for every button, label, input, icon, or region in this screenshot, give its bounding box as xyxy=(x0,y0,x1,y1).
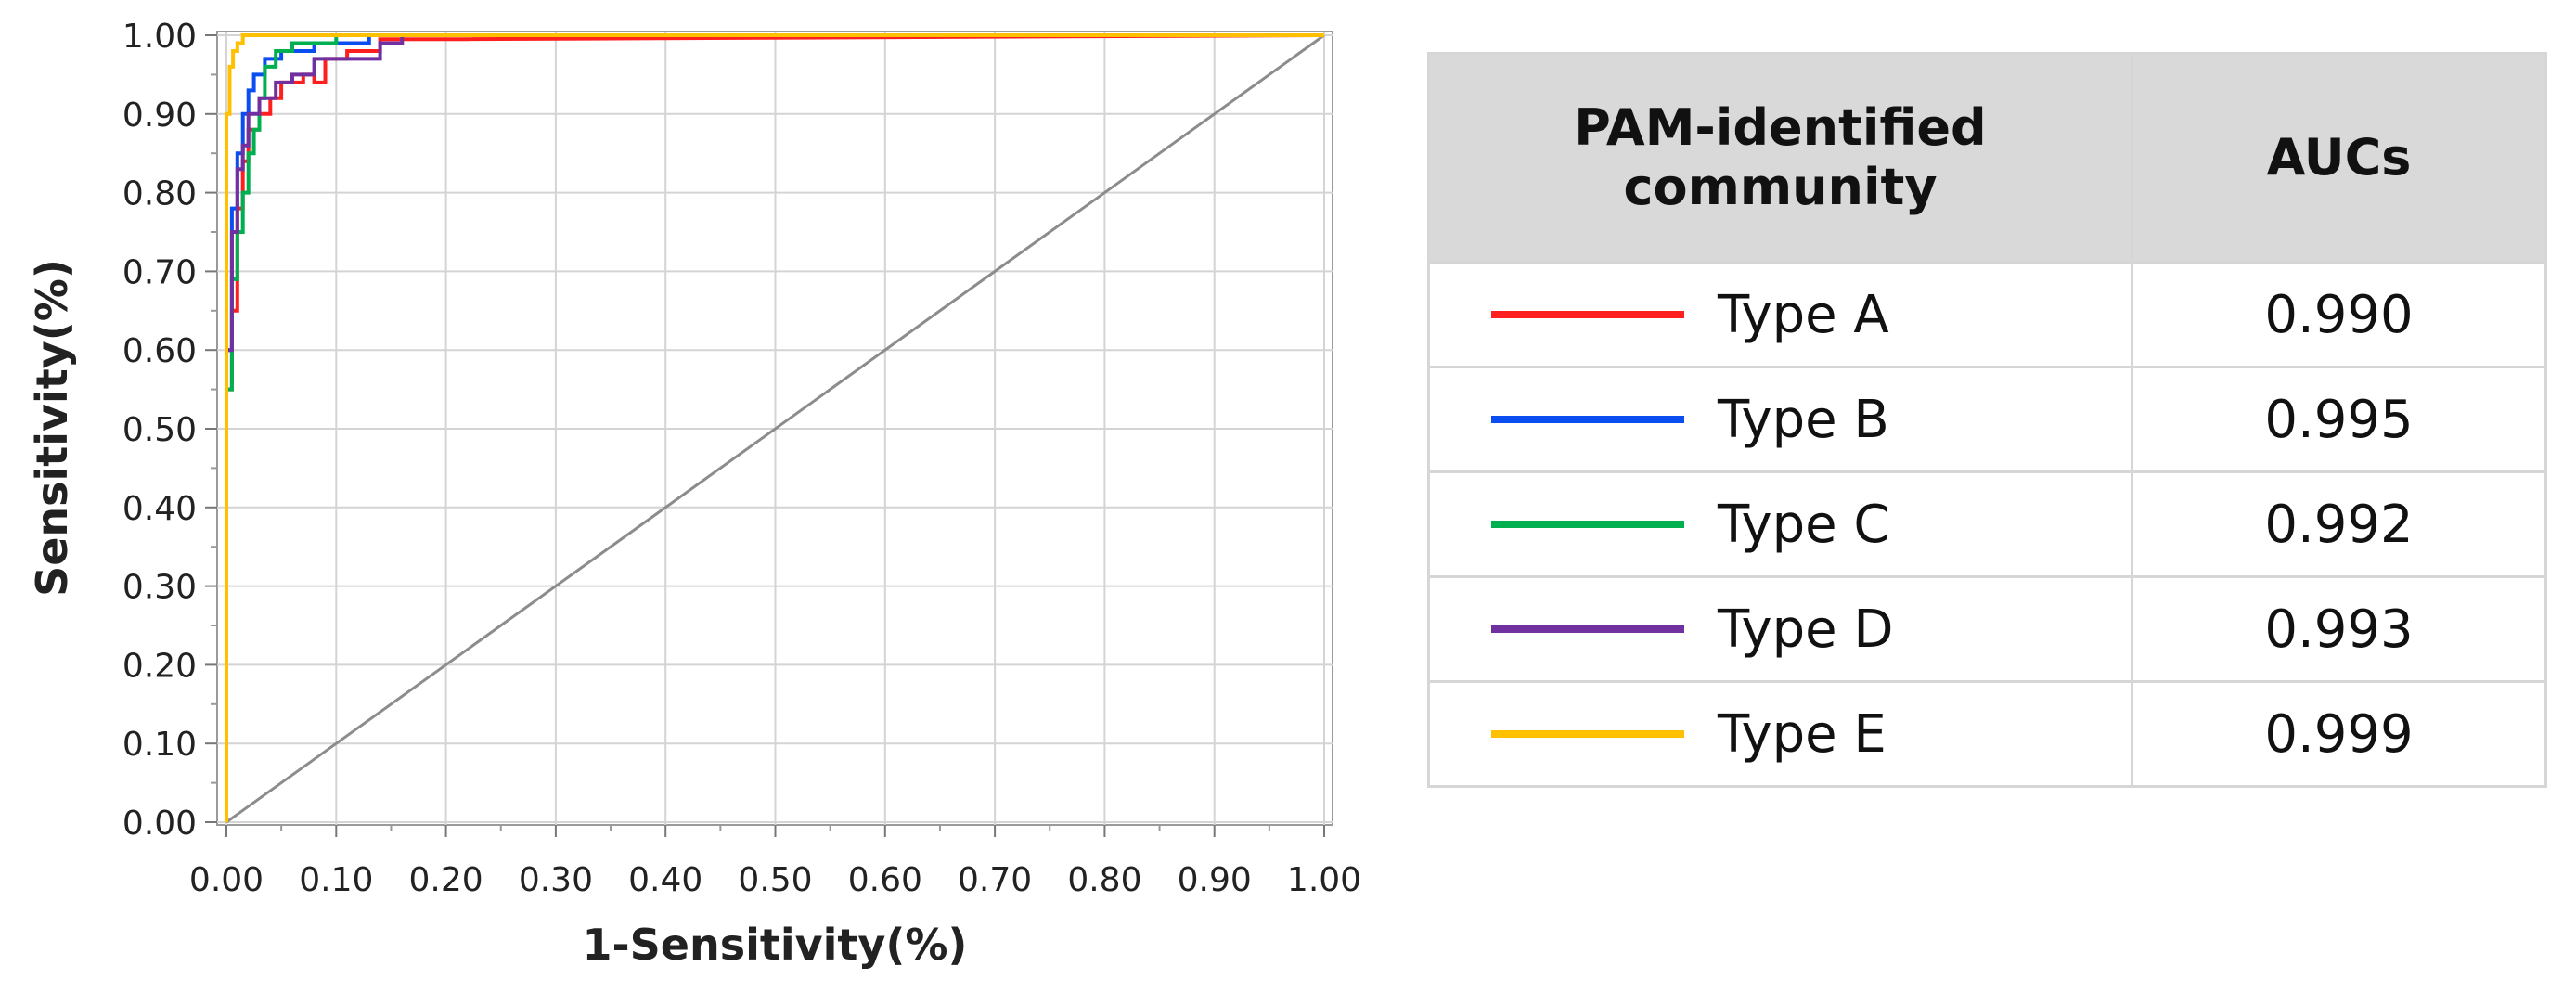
type-a-line-swatch xyxy=(1491,311,1684,318)
y-tick-label: 0.00 xyxy=(122,805,197,843)
reference-diagonal-line xyxy=(225,33,1325,824)
type-label: Type B xyxy=(1718,389,1889,450)
y-tick-label: 0.40 xyxy=(122,490,197,528)
x-tick-label: 0.50 xyxy=(738,861,812,899)
x-tick-label: 0.30 xyxy=(519,861,593,899)
y-tick-labels: 0.00 0.10 0.20 0.30 0.40 0.50 0.60 0.70 0.80 0.90… xyxy=(122,18,197,843)
table-row: Type B 0.995 xyxy=(1427,366,2547,473)
type-label: Type A xyxy=(1718,284,1889,345)
type-cell: Type B xyxy=(1427,366,2133,473)
x-tick-label: 0.90 xyxy=(1178,861,1252,899)
roc-curves xyxy=(225,33,1325,822)
table-row: Type E 0.999 xyxy=(1427,680,2547,788)
x-tick-label: 0.20 xyxy=(409,861,483,899)
y-tick-label: 0.50 xyxy=(122,411,197,449)
x-tick-label: 0.70 xyxy=(958,861,1032,899)
type-label: Type D xyxy=(1718,599,1894,660)
header-community: PAM-identified community xyxy=(1427,52,2133,264)
auc-value: 0.992 xyxy=(2131,470,2547,578)
x-tick-label: 1.00 xyxy=(1287,861,1361,899)
type-cell: Type D xyxy=(1427,575,2133,683)
y-tick-label: 1.00 xyxy=(122,18,197,56)
header-auc: AUCs xyxy=(2131,52,2547,264)
table-header-row: PAM-identified community AUCs xyxy=(1427,52,2547,264)
auc-table: PAM-identified community AUCs Type A 0.9… xyxy=(1427,52,2547,788)
y-tick-label: 0.80 xyxy=(122,175,197,213)
auc-value: 0.999 xyxy=(2131,680,2547,788)
type-e-line-swatch xyxy=(1491,730,1684,738)
y-tick-label: 0.70 xyxy=(122,253,197,291)
type-label: Type C xyxy=(1718,494,1890,555)
type-cell: Type C xyxy=(1427,470,2133,578)
table-row: Type C 0.992 xyxy=(1427,470,2547,578)
type-label: Type E xyxy=(1718,703,1887,765)
roc-curve-type-c xyxy=(225,33,1324,822)
x-tick-labels: 0.00 0.10 0.20 0.30 0.40 0.50 0.60 0.70 0.80 0.90… xyxy=(189,861,1361,899)
roc-curve-type-e xyxy=(225,33,1324,822)
y-axis-title: Sensitivity(%) xyxy=(27,259,77,597)
x-axis-title: 1-Sensitivity(%) xyxy=(583,920,968,970)
roc-curve-type-b xyxy=(225,33,1324,822)
type-c-line-swatch xyxy=(1491,521,1684,528)
type-d-line-swatch xyxy=(1491,625,1684,633)
type-cell: Type A xyxy=(1427,261,2133,368)
x-tick-label: 0.10 xyxy=(299,861,373,899)
y-tick-label: 0.20 xyxy=(122,647,197,685)
table-row: Type A 0.990 xyxy=(1427,261,2547,368)
table-row: Type D 0.993 xyxy=(1427,575,2547,683)
y-tick-label: 0.60 xyxy=(122,332,197,370)
auc-value: 0.990 xyxy=(2131,261,2547,368)
roc-chart: 0.00 0.10 0.20 0.30 0.40 0.50 0.60 0.70 0.80 0.90… xyxy=(27,18,1361,970)
minor-ticks xyxy=(205,34,1325,837)
type-b-line-swatch xyxy=(1491,416,1684,423)
auc-value: 0.993 xyxy=(2131,575,2547,683)
type-cell: Type E xyxy=(1427,680,2133,788)
y-tick-label: 0.90 xyxy=(122,97,197,135)
x-tick-label: 0.00 xyxy=(189,861,264,899)
x-tick-label: 0.80 xyxy=(1067,861,1141,899)
y-tick-label: 0.10 xyxy=(122,726,197,764)
auc-value: 0.995 xyxy=(2131,366,2547,473)
x-tick-label: 0.60 xyxy=(848,861,922,899)
roc-curve-type-d xyxy=(225,33,1324,822)
y-tick-label: 0.30 xyxy=(122,569,197,607)
x-tick-label: 0.40 xyxy=(628,861,702,899)
